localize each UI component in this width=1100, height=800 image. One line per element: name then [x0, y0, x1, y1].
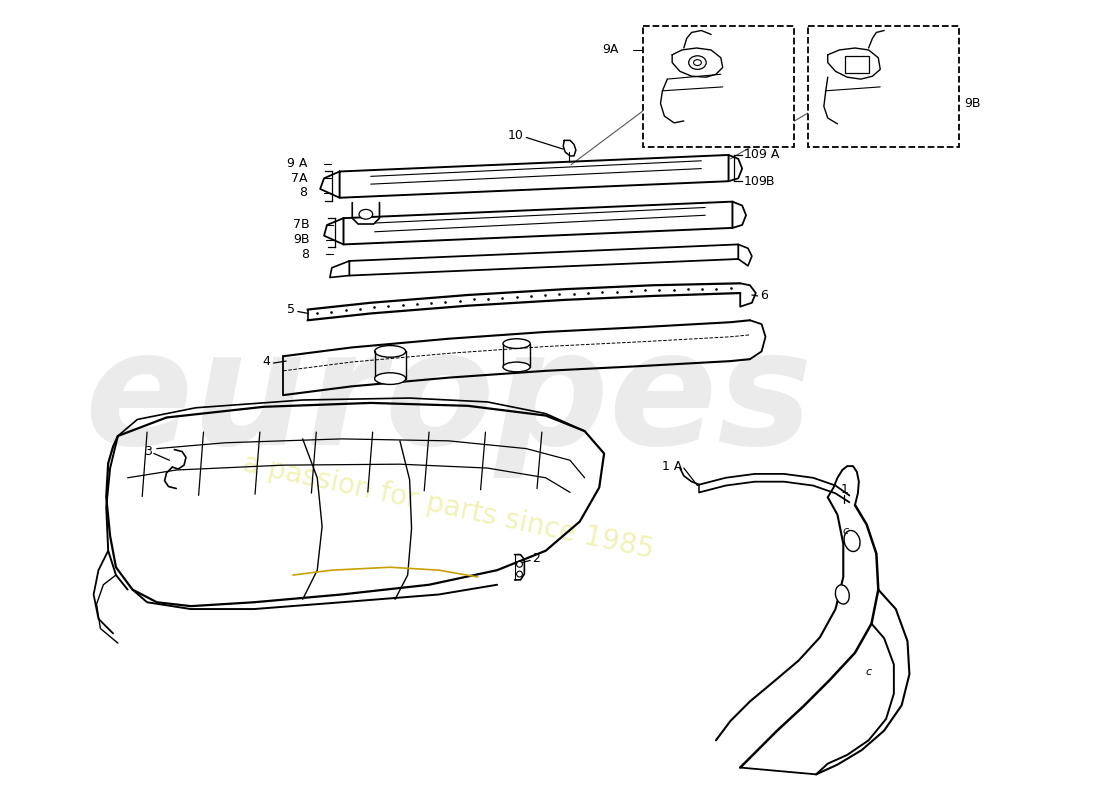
- Text: 10: 10: [507, 129, 524, 142]
- Ellipse shape: [689, 56, 706, 70]
- Text: europes: europes: [85, 322, 813, 478]
- Text: a passion for parts since 1985: a passion for parts since 1985: [241, 450, 657, 564]
- Text: 9 A: 9 A: [759, 149, 779, 162]
- Text: c: c: [843, 526, 848, 536]
- Ellipse shape: [375, 373, 406, 385]
- Text: 4: 4: [263, 354, 271, 368]
- Text: 8: 8: [299, 186, 308, 199]
- Text: 7B: 7B: [293, 218, 309, 231]
- Text: 1: 1: [840, 483, 848, 496]
- Text: 10: 10: [744, 149, 760, 162]
- Text: 9B: 9B: [964, 97, 980, 110]
- Text: 9 A: 9 A: [287, 158, 308, 170]
- Text: 1 A: 1 A: [661, 460, 682, 473]
- Ellipse shape: [694, 60, 702, 66]
- Text: 9A: 9A: [602, 43, 618, 57]
- Ellipse shape: [503, 338, 530, 349]
- Text: 2: 2: [532, 552, 540, 565]
- Circle shape: [517, 562, 522, 567]
- Text: 9B: 9B: [759, 174, 775, 188]
- Circle shape: [517, 571, 522, 577]
- FancyBboxPatch shape: [644, 26, 794, 147]
- Text: 6: 6: [760, 290, 768, 302]
- Ellipse shape: [835, 585, 849, 604]
- Text: 8: 8: [301, 248, 309, 261]
- Text: 7A: 7A: [292, 172, 308, 185]
- FancyBboxPatch shape: [845, 56, 869, 74]
- Text: 3: 3: [144, 445, 152, 458]
- Ellipse shape: [359, 210, 373, 219]
- Ellipse shape: [844, 530, 860, 551]
- FancyBboxPatch shape: [808, 26, 959, 147]
- Text: 9B: 9B: [293, 233, 309, 246]
- Text: 10: 10: [744, 174, 760, 188]
- Text: 5: 5: [287, 303, 295, 316]
- Text: c: c: [866, 667, 871, 678]
- Ellipse shape: [375, 346, 406, 358]
- Ellipse shape: [503, 362, 530, 372]
